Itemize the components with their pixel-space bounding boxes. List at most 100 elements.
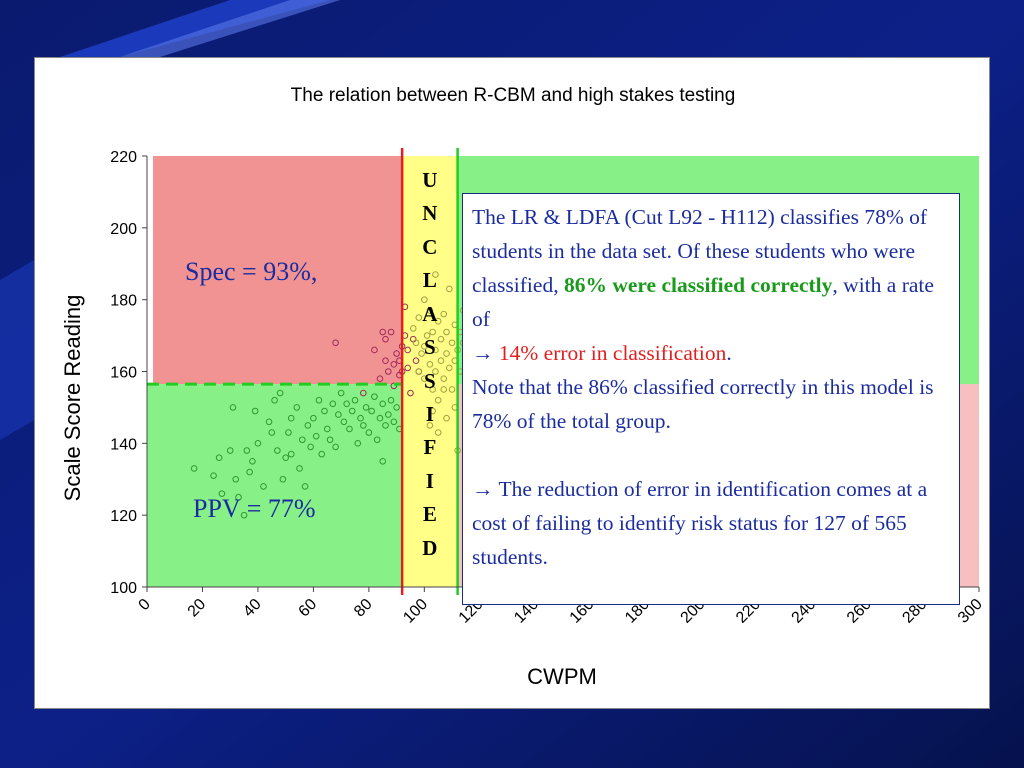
y-axis-label: Scale Score Reading (60, 295, 85, 502)
data-point-red (332, 339, 339, 347)
data-point-green (235, 493, 242, 501)
data-point-green (310, 414, 317, 422)
data-point-green (346, 425, 353, 433)
data-point-green (226, 447, 234, 454)
data-point-unclassified (448, 339, 456, 347)
data-point-unclassified (421, 375, 428, 382)
y-tick-label: 140 (110, 436, 137, 453)
data-point-unclassified (426, 422, 434, 429)
data-point-green (276, 389, 284, 397)
data-point-green (337, 389, 345, 397)
data-point-green (335, 411, 342, 418)
unclassified-letter: N (422, 201, 438, 226)
data-point-unclassified (429, 328, 436, 336)
data-point-green (387, 396, 395, 404)
error-rate-period: . (726, 341, 732, 365)
x-tick-label: 100 (400, 596, 431, 627)
data-point-red (412, 357, 420, 365)
data-point-unclassified (412, 339, 420, 347)
data-point-unclassified (440, 375, 448, 382)
chart-title: The relation between R-CBM and high stak… (291, 85, 736, 106)
data-point-green (210, 472, 217, 479)
data-point-unclassified (432, 271, 439, 278)
reduction-text: The reduction of error in identification… (472, 477, 928, 569)
data-point-green (318, 450, 326, 458)
data-point-green (249, 457, 256, 465)
data-point-unclassified (418, 350, 425, 357)
region-label-ppv: PPV = 77% (193, 494, 316, 523)
data-point-green (254, 440, 262, 447)
data-point-unclassified (445, 364, 453, 372)
data-point-green (348, 407, 356, 415)
y-tick-label: 220 (110, 149, 137, 166)
data-point-green (390, 418, 398, 426)
data-point-unclassified (415, 368, 423, 375)
data-point-unclassified (448, 386, 456, 393)
slide-stripe-left (0, 260, 34, 440)
unclassified-letter: S (424, 368, 436, 393)
explanation-line2: , with a rate of (472, 273, 934, 331)
x-tick-label: 60 (296, 596, 321, 621)
data-point-unclassified (421, 343, 428, 350)
data-point-green (251, 407, 259, 415)
data-point-green (299, 436, 306, 444)
data-point-green (243, 447, 251, 454)
data-point-unclassified (409, 325, 417, 332)
data-point-green (379, 400, 387, 408)
y-tick-label: 100 (110, 580, 137, 597)
data-point-red (384, 368, 392, 375)
data-point-green (260, 483, 267, 490)
data-point-green (279, 475, 287, 483)
unclassified-letter: E (422, 502, 437, 527)
data-point-green (265, 418, 273, 426)
data-point-green (246, 468, 253, 476)
data-point-green (232, 475, 240, 483)
data-point-green (376, 414, 384, 422)
unclassified-letter: L (422, 268, 437, 293)
data-point-green (371, 393, 378, 400)
y-tick-label: 120 (110, 508, 137, 525)
data-point-green (354, 440, 362, 447)
data-point-red (390, 361, 398, 368)
data-point-green (329, 400, 337, 408)
data-point-unclassified (423, 332, 431, 339)
data-point-unclassified (440, 386, 448, 393)
arrow-right-icon: → (472, 341, 494, 365)
data-point-unclassified (445, 285, 453, 293)
data-point-green (351, 396, 359, 404)
data-point-unclassified (421, 296, 428, 303)
data-point-green (218, 490, 226, 497)
data-point-red (382, 357, 389, 365)
data-point-unclassified (437, 335, 445, 343)
data-point-green (379, 457, 387, 465)
region-label-spec: Spec = 93%, (185, 257, 317, 286)
cut-lines (147, 148, 459, 595)
data-point-green (315, 396, 323, 404)
data-point-red (390, 382, 398, 390)
data-point-green (229, 404, 237, 411)
data-point-green (268, 429, 276, 436)
unclassified-letter: C (422, 234, 438, 259)
explanation-line1: The LR & LDFA (Cut L92 - H112) classifie… (472, 205, 928, 297)
data-point-green (393, 404, 400, 411)
data-point-red (379, 328, 387, 336)
data-point-green (240, 511, 248, 519)
y-tick-label: 180 (110, 293, 137, 310)
unclassified-letter: D (422, 535, 438, 560)
data-point-unclassified (434, 317, 442, 325)
data-point-green (326, 436, 334, 444)
data-point-unclassified (434, 396, 442, 404)
data-point-unclassified (443, 414, 450, 422)
data-point-unclassified (432, 346, 439, 354)
data-point-red (376, 375, 384, 382)
data-point-green (332, 443, 339, 451)
data-point-green (365, 429, 373, 436)
data-point-unclassified (426, 307, 434, 314)
data-point-green (285, 429, 292, 436)
data-point-red (404, 364, 411, 372)
data-point-green (190, 465, 198, 472)
data-point-unclassified (443, 350, 450, 357)
region-green-ppv (147, 384, 403, 587)
data-point-red (371, 346, 378, 354)
data-point-green (287, 414, 295, 422)
